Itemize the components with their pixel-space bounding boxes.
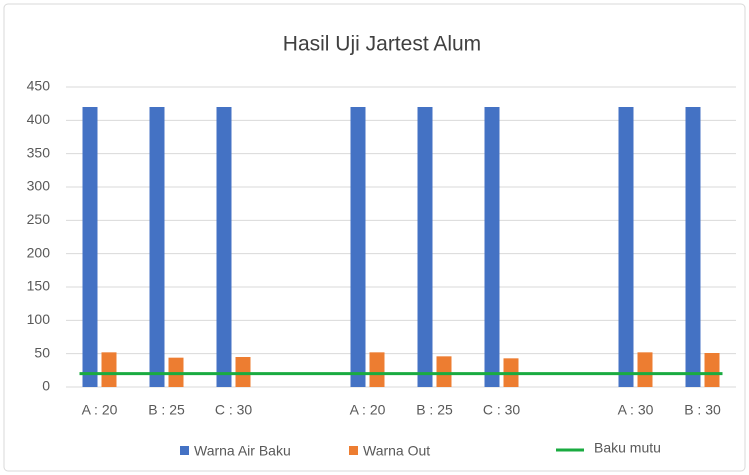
x-tick-label: B : 25 [416,402,453,418]
legend-swatch [349,446,358,455]
x-tick-label: C : 30 [483,402,521,418]
x-tick-label: A : 20 [82,402,118,418]
y-tick-label: 400 [27,111,51,127]
y-tick-label: 100 [27,311,51,327]
y-tick-label: 200 [27,244,51,260]
y-tick-label: 300 [27,178,51,194]
y-tick-label: 0 [42,378,50,394]
bar [149,107,165,387]
x-tick-label: B : 30 [684,402,721,418]
bar [369,352,385,387]
legend-label: Warna Out [363,443,430,459]
y-tick-label: 150 [27,278,51,294]
bar [235,357,251,387]
bar [484,107,500,387]
bar [350,107,366,387]
y-tick-label: 450 [27,78,51,94]
legend-label: Baku mutu [594,440,661,456]
bar [216,107,232,387]
chart-title: Hasil Uji Jartest Alum [283,33,481,56]
bar [637,352,653,387]
legend-swatch [180,446,189,455]
x-tick-label: B : 25 [148,402,185,418]
x-tick-label: C : 30 [215,402,253,418]
bar [618,107,634,387]
bar [685,107,701,387]
bar [436,356,452,387]
bar [101,352,117,387]
bar [704,353,720,387]
y-tick-label: 250 [27,211,51,227]
y-tick-label: 350 [27,144,51,160]
legend-label: Warna Air Baku [194,443,291,459]
x-tick-label: A : 20 [350,402,386,418]
x-tick-label: A : 30 [618,402,654,418]
bar [82,107,98,387]
y-tick-label: 50 [34,344,50,360]
bar [417,107,433,387]
